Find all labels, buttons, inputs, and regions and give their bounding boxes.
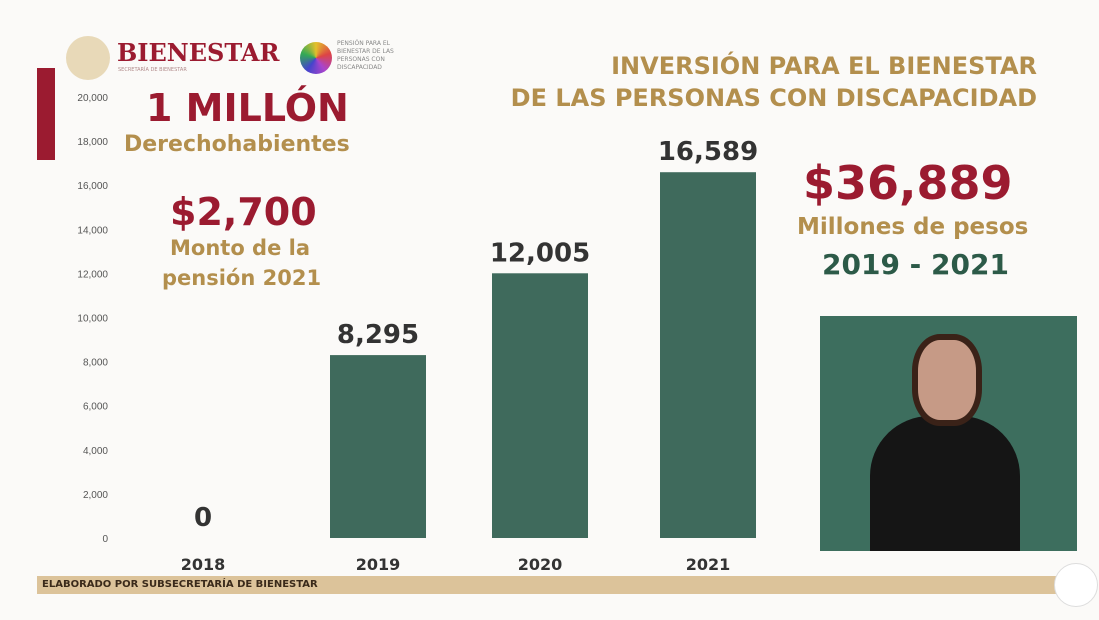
x-tick-label: 2018 xyxy=(181,555,226,574)
data-label-2019: 8,295 xyxy=(337,320,419,350)
side-accent-bar xyxy=(37,68,55,160)
data-label-2021: 16,589 xyxy=(658,137,758,167)
y-tick-label: 16,000 xyxy=(77,181,108,192)
data-label-2018: 0 xyxy=(194,503,212,533)
data-label-2020: 12,005 xyxy=(490,238,590,268)
title-line2: DE LAS PERSONAS CON DISCAPACIDAD xyxy=(510,84,1037,112)
bienestar-logo: BIENESTAR xyxy=(117,38,280,67)
program-logo-icon xyxy=(300,42,332,74)
interpreter-figure xyxy=(870,416,1020,551)
y-tick-label: 0 xyxy=(102,534,108,545)
bar-2021 xyxy=(660,172,756,538)
interpreter-head xyxy=(912,334,982,426)
bienestar-seal-icon xyxy=(66,36,110,80)
y-tick-label: 4,000 xyxy=(83,446,108,457)
sign-language-interpreter-video xyxy=(820,316,1077,551)
government-seal-icon xyxy=(1054,563,1098,607)
footer-text: ELABORADO POR SUBSECRETARÍA DE BIENESTAR xyxy=(42,579,318,590)
beneficiaries-count: 1 MILLÓN xyxy=(146,86,349,130)
title-line1: INVERSIÓN PARA EL BIENESTAR xyxy=(611,52,1037,80)
x-tick-label: 2021 xyxy=(686,555,731,574)
y-tick-label: 12,000 xyxy=(77,269,108,280)
pension-amount: $2,700 xyxy=(170,190,317,234)
y-tick-label: 18,000 xyxy=(77,137,108,148)
pension-label-2: pensión 2021 xyxy=(162,266,322,290)
y-tick-label: 20,000 xyxy=(77,93,108,104)
y-tick-label: 8,000 xyxy=(83,358,108,369)
bar-2019 xyxy=(330,355,426,538)
total-investment: $36,889 xyxy=(803,156,1013,210)
pension-label-1: Monto de la xyxy=(170,236,311,260)
bar-2020 xyxy=(492,273,588,538)
y-tick-label: 14,000 xyxy=(77,225,108,236)
y-tick-label: 10,000 xyxy=(77,314,108,325)
beneficiaries-label: Derechohabientes xyxy=(124,132,350,157)
y-tick-label: 2,000 xyxy=(83,490,108,501)
x-tick-label: 2019 xyxy=(356,555,401,574)
bienestar-logo-sub: SECRETARÍA DE BIENESTAR xyxy=(118,67,187,73)
y-tick-label: 6,000 xyxy=(83,402,108,413)
footer-bar xyxy=(37,576,1057,594)
total-unit: Millones de pesos xyxy=(797,214,1029,240)
program-logo-text: PENSIÓN PARA EL BIENESTAR DE LAS PERSONA… xyxy=(337,40,394,71)
total-period: 2019 - 2021 xyxy=(822,248,1009,281)
x-tick-label: 2020 xyxy=(518,555,563,574)
